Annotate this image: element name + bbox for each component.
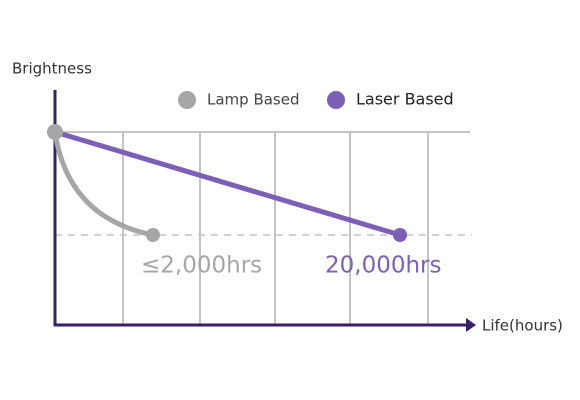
lamp-annotation: ≤2,000hrs bbox=[141, 253, 262, 279]
laser-annotation: 20,000hrs bbox=[325, 253, 442, 279]
grid bbox=[55, 131, 470, 325]
lamp-curve bbox=[52, 131, 154, 238]
laser-line bbox=[54, 129, 401, 238]
legend-label: Laser Based bbox=[356, 90, 454, 109]
axis-arrow bbox=[466, 318, 476, 332]
laser-end-point bbox=[393, 228, 407, 242]
legend-label: Lamp Based bbox=[207, 91, 300, 109]
lamp-end-point bbox=[146, 228, 160, 242]
legend-swatch bbox=[178, 91, 196, 109]
y-axis-label: Brightness bbox=[12, 60, 92, 78]
legend-swatch bbox=[327, 91, 345, 109]
start-point bbox=[47, 124, 63, 140]
axes bbox=[53, 90, 468, 327]
x-axis-label: Life(hours) bbox=[482, 317, 563, 335]
